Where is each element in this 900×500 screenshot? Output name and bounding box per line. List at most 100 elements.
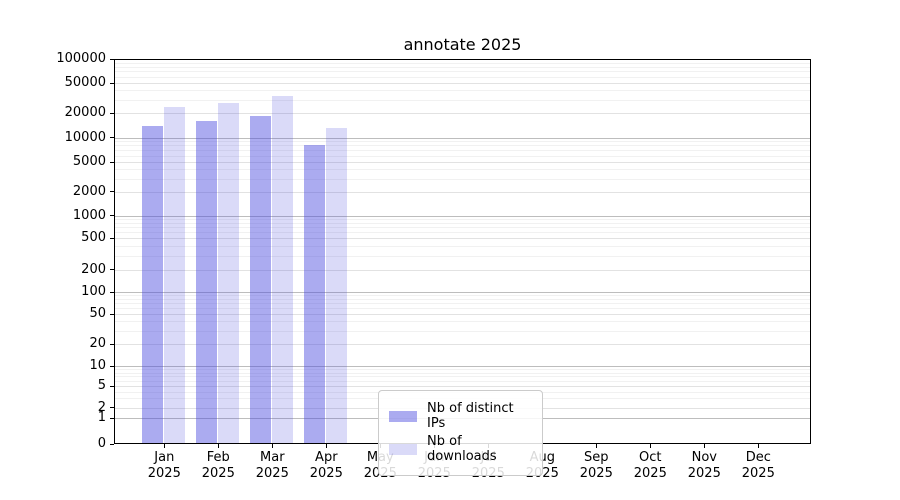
y-axis-tick [110,82,114,84]
y-axis-tick-label: 200 [81,261,106,277]
x-axis-tick-label: Sep 2025 [579,450,613,481]
gridline-major [114,215,811,217]
gridline-mid [114,314,811,315]
legend-swatch-distinct-ips [389,410,417,422]
gridline-mid [114,162,811,163]
y-axis-tick [110,237,114,239]
gridline-minor [114,90,811,92]
legend-entry-downloads: Nb of downloads [389,434,532,464]
y-axis-tick-label: 500 [81,230,106,245]
y-axis-tick [110,58,114,60]
x-axis-tick [325,444,327,448]
gridline-mid [114,191,811,193]
y-axis-tick [110,269,114,271]
gridline-minor [114,376,811,378]
gridline-mid [114,238,811,239]
y-axis-tick-label: 5 [97,378,106,394]
y-axis-tick [110,137,114,139]
gridline-major [114,137,811,139]
gridline-minor [114,66,811,68]
gridline-minor [114,255,811,257]
gridline-minor [114,169,811,171]
y-axis-tick-label: 5000 [72,154,106,169]
x-axis-tick-label: Dec 2025 [741,450,775,481]
y-axis-tick-label: 50 [89,306,106,321]
gridline-mid [114,113,811,114]
y-axis-tick-label: 100 [81,284,106,299]
gridline-minor [114,330,811,332]
x-axis-tick [163,444,165,448]
y-axis-tick [110,417,114,419]
y-axis-tick-label: 0 [97,436,106,451]
gridline-minor [114,155,811,157]
plot-frame [114,59,811,444]
x-axis-tick [595,444,597,448]
y-axis-tick-label: 10 [89,358,106,373]
gridline-mid [114,386,811,388]
y-axis-tick [110,291,114,293]
legend: Nb of distinct IPs Nb of downloads [378,390,543,476]
y-axis-tick-label: 50000 [64,75,106,90]
gridline-minor [114,245,811,247]
legend-entry-distinct-ips: Nb of distinct IPs [389,401,532,431]
gridline-minor [114,321,811,323]
gridline-minor [114,141,811,143]
gridline-minor [114,145,811,147]
bar-distinct-ips-jan [142,125,164,444]
y-axis-tick [110,365,114,367]
x-axis-tick-label: Oct 2025 [633,450,667,481]
x-axis-tick [703,444,705,448]
y-axis-tick-label: 10000 [64,129,106,145]
legend-label-distinct-ips: Nb of distinct IPs [427,401,514,431]
x-axis-tick-label: Nov 2025 [687,450,721,481]
bar-downloads-jan [164,106,186,444]
gridline-minor [114,178,811,180]
gridline-minor [114,76,811,78]
gridline-minor [114,372,811,374]
gridline-minor [114,222,811,224]
gridline-minor [114,218,811,220]
x-axis-tick [217,444,219,448]
y-axis-tick-label: 1000 [72,207,106,223]
gridline-minor [114,232,811,234]
x-axis-tick [271,444,273,448]
y-axis-tick-label: 2000 [72,183,106,199]
y-axis-tick [110,191,114,193]
gridline-mid [114,83,811,84]
bar-distinct-ips-apr [304,144,326,444]
x-axis-tick-label: Jan 2025 [147,450,181,481]
y-axis-tick [110,215,114,217]
y-axis-tick-label: 100000 [56,51,106,66]
x-axis-tick-label: Apr 2025 [309,450,343,481]
gridline-major [114,366,811,367]
gridline-minor [114,150,811,152]
y-axis-tick-label: 2 [97,399,106,415]
x-axis-tick-label: Feb 2025 [201,450,235,481]
chart-title: annotate 2025 [403,35,522,54]
gridline-mid [114,344,811,346]
gridline-minor [114,308,811,310]
y-axis-tick [110,313,114,315]
y-axis-tick-label: 1 [97,410,106,426]
legend-swatch-downloads [389,443,417,455]
legend-label-downloads: Nb of downloads [427,434,497,464]
bar-distinct-ips-mar [250,116,272,444]
gridline-minor [114,99,811,101]
gridline-minor [114,299,811,301]
gridline-minor [114,303,811,305]
y-axis-tick [110,161,114,163]
gridline-mid [114,269,811,271]
y-axis-tick [110,343,114,345]
gridline-major [114,292,811,293]
x-axis-tick [757,444,759,448]
bar-distinct-ips-feb [196,121,218,444]
x-axis-tick [649,444,651,448]
gridline-minor [114,295,811,297]
bar-downloads-feb [218,102,240,444]
gridline-minor [114,62,811,64]
y-axis-tick [110,407,114,409]
gridline-minor [114,369,811,371]
y-axis-tick-label: 20000 [64,105,106,120]
y-axis-tick [110,443,114,445]
